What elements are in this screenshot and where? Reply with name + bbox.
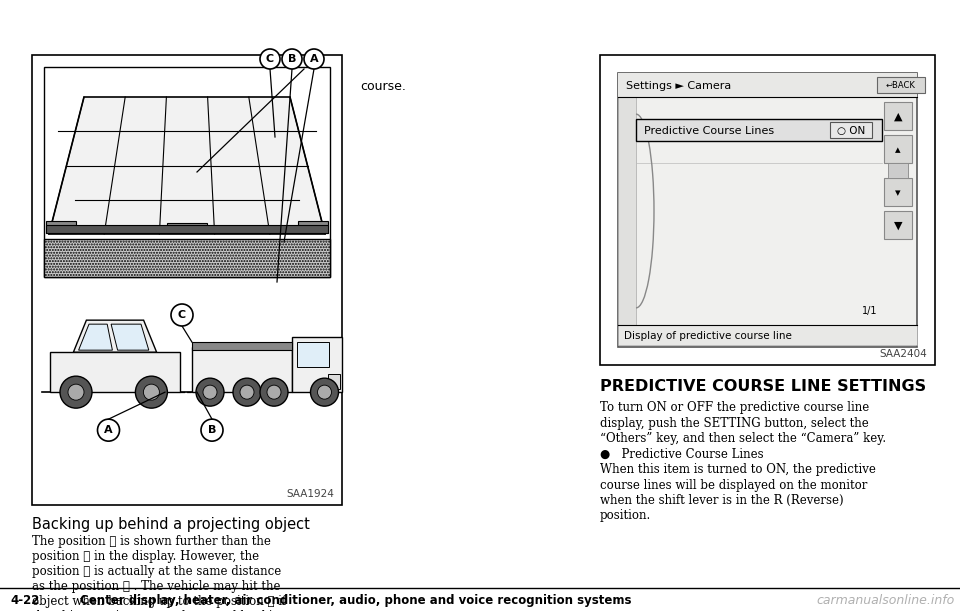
Text: position.: position. bbox=[600, 510, 651, 522]
Bar bbox=[618, 97, 636, 325]
Text: position Ⓑ in the display. However, the: position Ⓑ in the display. However, the bbox=[32, 550, 259, 563]
Circle shape bbox=[260, 49, 280, 69]
Text: ▲: ▲ bbox=[894, 112, 902, 122]
Bar bbox=[618, 325, 917, 345]
Text: A: A bbox=[105, 425, 113, 435]
Bar bbox=[192, 342, 292, 350]
Text: object when backing up to the position Ⓐ if: object when backing up to the position Ⓐ… bbox=[32, 595, 286, 608]
Text: ▴: ▴ bbox=[895, 145, 900, 155]
Text: course lines will be displayed on the monitor: course lines will be displayed on the mo… bbox=[600, 478, 868, 491]
Bar bbox=[50, 352, 180, 392]
Text: C: C bbox=[178, 310, 186, 320]
Bar bbox=[884, 135, 912, 163]
Text: carmanualsonline.info: carmanualsonline.info bbox=[817, 594, 955, 607]
Text: When this item is turned to ON, the predictive: When this item is turned to ON, the pred… bbox=[600, 463, 876, 476]
Bar bbox=[46, 221, 76, 233]
Bar bbox=[877, 77, 925, 93]
Text: as the position Ⓐ . The vehicle may hit the: as the position Ⓐ . The vehicle may hit … bbox=[32, 580, 280, 593]
Bar bbox=[46, 225, 328, 233]
Text: 4-22: 4-22 bbox=[10, 594, 39, 607]
Bar bbox=[888, 163, 908, 178]
Polygon shape bbox=[111, 324, 149, 350]
Bar bbox=[192, 347, 292, 392]
Text: “Others” key, and then select the “Camera” key.: “Others” key, and then select the “Camer… bbox=[600, 432, 886, 445]
Text: Display of predictive course line: Display of predictive course line bbox=[624, 331, 792, 341]
Bar bbox=[297, 342, 329, 367]
Text: 1/1: 1/1 bbox=[861, 306, 877, 316]
Text: ○ ON: ○ ON bbox=[837, 126, 865, 136]
Text: Backing up behind a projecting object: Backing up behind a projecting object bbox=[32, 517, 310, 532]
Text: Settings ► Camera: Settings ► Camera bbox=[626, 81, 732, 91]
Text: ▼: ▼ bbox=[894, 221, 902, 231]
Text: PREDICTIVE COURSE LINE SETTINGS: PREDICTIVE COURSE LINE SETTINGS bbox=[600, 379, 926, 394]
Bar bbox=[44, 67, 330, 277]
Bar bbox=[298, 221, 328, 233]
Circle shape bbox=[203, 385, 217, 399]
Text: C: C bbox=[266, 54, 274, 64]
Text: SAA2404: SAA2404 bbox=[879, 349, 927, 359]
Text: SAA1924: SAA1924 bbox=[286, 489, 334, 499]
Bar bbox=[44, 239, 330, 277]
Circle shape bbox=[282, 49, 302, 69]
Circle shape bbox=[98, 419, 119, 441]
Text: Predictive Course Lines: Predictive Course Lines bbox=[644, 126, 774, 136]
Text: course.: course. bbox=[360, 80, 406, 93]
Circle shape bbox=[135, 376, 167, 408]
Circle shape bbox=[60, 376, 92, 408]
Text: A: A bbox=[310, 54, 319, 64]
Circle shape bbox=[240, 385, 254, 399]
Circle shape bbox=[267, 385, 281, 399]
Text: when the shift lever is in the R (Reverse): when the shift lever is in the R (Revers… bbox=[600, 494, 844, 507]
Circle shape bbox=[318, 385, 331, 399]
Text: B: B bbox=[288, 54, 297, 64]
Circle shape bbox=[68, 384, 84, 400]
Text: To turn ON or OFF the predictive course line: To turn ON or OFF the predictive course … bbox=[600, 401, 869, 414]
Polygon shape bbox=[79, 324, 112, 350]
Text: ▾: ▾ bbox=[895, 188, 900, 198]
Text: Center display, heater, air conditioner, audio, phone and voice recognition syst: Center display, heater, air conditioner,… bbox=[80, 594, 632, 607]
Circle shape bbox=[260, 378, 288, 406]
Bar bbox=[884, 211, 912, 239]
Bar bbox=[884, 178, 912, 206]
Circle shape bbox=[196, 378, 224, 406]
Circle shape bbox=[171, 304, 193, 326]
Polygon shape bbox=[49, 97, 325, 234]
Text: the object projects over the actual backing up: the object projects over the actual back… bbox=[32, 610, 306, 611]
Bar bbox=[884, 102, 912, 130]
Text: ●   Predictive Course Lines: ● Predictive Course Lines bbox=[600, 447, 763, 461]
Text: ↩BACK: ↩BACK bbox=[886, 81, 916, 89]
Circle shape bbox=[304, 49, 324, 69]
Polygon shape bbox=[73, 320, 156, 352]
Bar bbox=[600, 55, 935, 365]
Text: The position Ⓒ is shown further than the: The position Ⓒ is shown further than the bbox=[32, 535, 271, 548]
Circle shape bbox=[310, 378, 339, 406]
Bar bbox=[636, 119, 882, 141]
Circle shape bbox=[233, 378, 261, 406]
Bar bbox=[167, 223, 207, 233]
Text: position Ⓒ is actually at the same distance: position Ⓒ is actually at the same dista… bbox=[32, 565, 281, 578]
Circle shape bbox=[201, 419, 223, 441]
Text: display, push the SETTING button, select the: display, push the SETTING button, select… bbox=[600, 417, 869, 430]
Bar bbox=[618, 73, 917, 347]
Bar bbox=[292, 337, 342, 392]
Text: B: B bbox=[207, 425, 216, 435]
Bar bbox=[328, 374, 340, 389]
Bar bbox=[32, 55, 342, 505]
Bar bbox=[618, 73, 917, 97]
Bar bbox=[830, 122, 872, 138]
Circle shape bbox=[143, 384, 159, 400]
